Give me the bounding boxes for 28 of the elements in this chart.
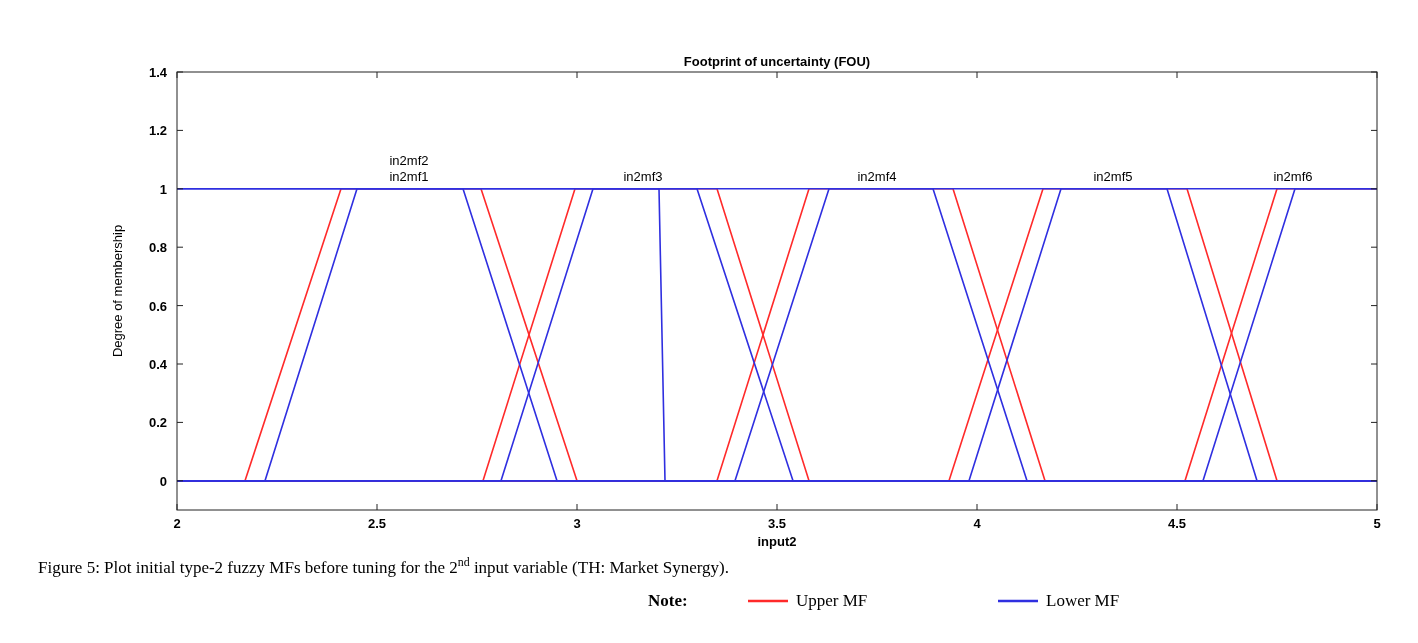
y-tick-label: 0.2 [148, 415, 167, 431]
annotation: in2mf4 [857, 168, 897, 184]
x-tick-label: 3.5 [767, 516, 787, 531]
annotation: in2mf6 [1273, 168, 1313, 184]
annotation: in2mf2 [389, 152, 429, 168]
x-tick-label: 2.5 [367, 516, 387, 531]
legend-label: Upper MF [796, 591, 868, 610]
x-tick-label: 2 [173, 516, 181, 531]
annotation: in2mf1 [389, 168, 429, 184]
x-tick-label: 4.5 [1167, 516, 1187, 531]
annotation: in2mf3 [623, 168, 663, 184]
y-tick-label: 0.6 [148, 298, 167, 314]
text: Note: [648, 591, 688, 610]
x-axis-title: input2 [757, 534, 797, 549]
annotation: in2mf5 [1093, 168, 1133, 184]
y-tick-label: 1.4 [148, 65, 168, 80]
caption: Figure 5: Plot initial type-2 fuzzy MFs before tuning for the 2$^{nd}$ input variable (TH: Market Synergy). [38, 555, 729, 577]
y-tick-label: 0.8 [148, 240, 167, 256]
y-tick-label: 1 [159, 181, 167, 197]
x-tick-label: 3 [573, 516, 581, 531]
chart-title: Footprint of uncertainty (FOU) [683, 54, 871, 69]
y-axis-title: Degree of membership [110, 224, 125, 358]
x-tick-label: 4 [973, 516, 982, 531]
y-tick-label: 0.4 [148, 357, 168, 372]
y-tick-label: 0 [159, 473, 167, 489]
legend-label: Lower MF [1046, 591, 1120, 610]
y-tick-label: 1.2 [148, 123, 167, 139]
x-tick-label: 5 [1373, 516, 1381, 531]
